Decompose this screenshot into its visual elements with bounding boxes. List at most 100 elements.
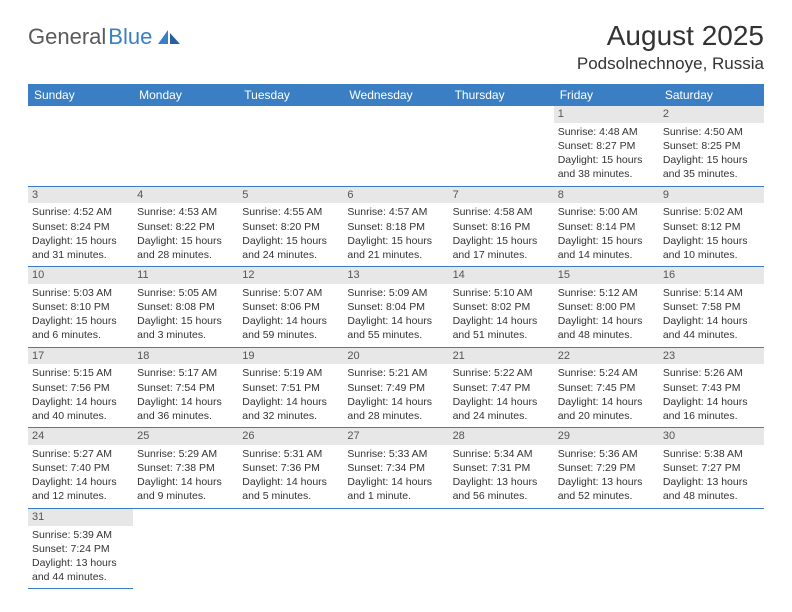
day-line: and 48 minutes.	[558, 328, 655, 342]
empty-cell	[449, 106, 554, 186]
day-line: Sunrise: 5:02 AM	[663, 205, 760, 219]
day-line: Sunrise: 5:27 AM	[32, 447, 129, 461]
day-content: Sunrise: 4:48 AMSunset: 8:27 PMDaylight:…	[554, 123, 659, 186]
day-header: Monday	[133, 84, 238, 106]
day-cell: 25Sunrise: 5:29 AMSunset: 7:38 PMDayligh…	[133, 428, 238, 509]
day-header: Wednesday	[343, 84, 448, 106]
day-line: Sunset: 7:34 PM	[347, 461, 444, 475]
day-number: 11	[133, 267, 238, 284]
day-number: 7	[449, 187, 554, 204]
day-content: Sunrise: 5:12 AMSunset: 8:00 PMDaylight:…	[554, 284, 659, 347]
day-line: Sunset: 7:56 PM	[32, 381, 129, 395]
day-line: Daylight: 14 hours	[453, 314, 550, 328]
day-line: Sunrise: 5:21 AM	[347, 366, 444, 380]
day-line: and 14 minutes.	[558, 248, 655, 262]
day-content: Sunrise: 5:03 AMSunset: 8:10 PMDaylight:…	[28, 284, 133, 347]
day-cell: 19Sunrise: 5:19 AMSunset: 7:51 PMDayligh…	[238, 347, 343, 428]
day-line: Sunset: 8:18 PM	[347, 220, 444, 234]
week-row: 10Sunrise: 5:03 AMSunset: 8:10 PMDayligh…	[28, 267, 764, 348]
day-header-row: SundayMondayTuesdayWednesdayThursdayFrid…	[28, 84, 764, 106]
day-content: Sunrise: 5:31 AMSunset: 7:36 PMDaylight:…	[238, 445, 343, 508]
day-number: 13	[343, 267, 448, 284]
day-line: and 40 minutes.	[32, 409, 129, 423]
day-line: Sunrise: 5:05 AM	[137, 286, 234, 300]
day-number: 6	[343, 187, 448, 204]
location: Podsolnechnoye, Russia	[577, 54, 764, 74]
day-line: Sunset: 8:10 PM	[32, 300, 129, 314]
day-content: Sunrise: 5:19 AMSunset: 7:51 PMDaylight:…	[238, 364, 343, 427]
day-line: Sunset: 7:49 PM	[347, 381, 444, 395]
day-line: Sunrise: 5:29 AM	[137, 447, 234, 461]
day-line: Sunset: 7:24 PM	[32, 542, 129, 556]
day-content: Sunrise: 5:07 AMSunset: 8:06 PMDaylight:…	[238, 284, 343, 347]
day-line: Sunset: 8:08 PM	[137, 300, 234, 314]
day-line: Sunrise: 5:26 AM	[663, 366, 760, 380]
day-cell: 5Sunrise: 4:55 AMSunset: 8:20 PMDaylight…	[238, 186, 343, 267]
day-cell: 9Sunrise: 5:02 AMSunset: 8:12 PMDaylight…	[659, 186, 764, 267]
day-cell: 7Sunrise: 4:58 AMSunset: 8:16 PMDaylight…	[449, 186, 554, 267]
day-line: Sunrise: 5:09 AM	[347, 286, 444, 300]
day-header: Sunday	[28, 84, 133, 106]
month-title: August 2025	[577, 20, 764, 52]
day-line: Daylight: 15 hours	[32, 234, 129, 248]
day-number: 27	[343, 428, 448, 445]
day-line: Sunset: 8:22 PM	[137, 220, 234, 234]
day-line: Sunset: 8:27 PM	[558, 139, 655, 153]
day-cell: 23Sunrise: 5:26 AMSunset: 7:43 PMDayligh…	[659, 347, 764, 428]
day-number: 2	[659, 106, 764, 123]
day-line: Sunrise: 4:58 AM	[453, 205, 550, 219]
day-line: Sunset: 7:51 PM	[242, 381, 339, 395]
day-cell: 4Sunrise: 4:53 AMSunset: 8:22 PMDaylight…	[133, 186, 238, 267]
day-line: Sunrise: 5:22 AM	[453, 366, 550, 380]
empty-cell	[133, 508, 238, 589]
empty-cell	[28, 106, 133, 186]
day-number: 5	[238, 187, 343, 204]
day-line: Sunrise: 4:52 AM	[32, 205, 129, 219]
day-line: Sunrise: 5:10 AM	[453, 286, 550, 300]
day-content: Sunrise: 5:02 AMSunset: 8:12 PMDaylight:…	[659, 203, 764, 266]
week-row: 31Sunrise: 5:39 AMSunset: 7:24 PMDayligh…	[28, 508, 764, 589]
day-line: Sunrise: 4:55 AM	[242, 205, 339, 219]
day-line: Sunrise: 5:34 AM	[453, 447, 550, 461]
day-content: Sunrise: 5:34 AMSunset: 7:31 PMDaylight:…	[449, 445, 554, 508]
empty-cell	[133, 106, 238, 186]
day-line: and 9 minutes.	[137, 489, 234, 503]
day-line: and 20 minutes.	[558, 409, 655, 423]
day-line: Daylight: 14 hours	[663, 314, 760, 328]
day-cell: 24Sunrise: 5:27 AMSunset: 7:40 PMDayligh…	[28, 428, 133, 509]
day-line: and 44 minutes.	[32, 570, 129, 584]
day-line: and 31 minutes.	[32, 248, 129, 262]
day-content: Sunrise: 4:58 AMSunset: 8:16 PMDaylight:…	[449, 203, 554, 266]
day-cell: 26Sunrise: 5:31 AMSunset: 7:36 PMDayligh…	[238, 428, 343, 509]
day-number: 22	[554, 348, 659, 365]
day-cell: 17Sunrise: 5:15 AMSunset: 7:56 PMDayligh…	[28, 347, 133, 428]
day-number: 3	[28, 187, 133, 204]
empty-cell	[238, 106, 343, 186]
day-number: 10	[28, 267, 133, 284]
day-line: Sunrise: 5:03 AM	[32, 286, 129, 300]
day-cell: 28Sunrise: 5:34 AMSunset: 7:31 PMDayligh…	[449, 428, 554, 509]
day-line: and 24 minutes.	[242, 248, 339, 262]
day-line: Sunset: 7:40 PM	[32, 461, 129, 475]
empty-cell	[554, 508, 659, 589]
day-line: Sunset: 8:04 PM	[347, 300, 444, 314]
day-content: Sunrise: 5:26 AMSunset: 7:43 PMDaylight:…	[659, 364, 764, 427]
day-number: 8	[554, 187, 659, 204]
day-line: Sunset: 8:02 PM	[453, 300, 550, 314]
day-line: Sunrise: 5:38 AM	[663, 447, 760, 461]
day-number: 19	[238, 348, 343, 365]
day-line: Sunset: 7:31 PM	[453, 461, 550, 475]
day-cell: 8Sunrise: 5:00 AMSunset: 8:14 PMDaylight…	[554, 186, 659, 267]
day-content: Sunrise: 5:36 AMSunset: 7:29 PMDaylight:…	[554, 445, 659, 508]
day-cell: 31Sunrise: 5:39 AMSunset: 7:24 PMDayligh…	[28, 508, 133, 589]
day-line: Sunset: 7:36 PM	[242, 461, 339, 475]
day-line: Sunrise: 5:12 AM	[558, 286, 655, 300]
day-line: Daylight: 14 hours	[347, 395, 444, 409]
day-line: Sunset: 8:20 PM	[242, 220, 339, 234]
day-cell: 16Sunrise: 5:14 AMSunset: 7:58 PMDayligh…	[659, 267, 764, 348]
day-line: Daylight: 13 hours	[32, 556, 129, 570]
day-line: Sunset: 7:29 PM	[558, 461, 655, 475]
day-line: Daylight: 14 hours	[137, 475, 234, 489]
day-content: Sunrise: 5:33 AMSunset: 7:34 PMDaylight:…	[343, 445, 448, 508]
empty-cell	[343, 508, 448, 589]
